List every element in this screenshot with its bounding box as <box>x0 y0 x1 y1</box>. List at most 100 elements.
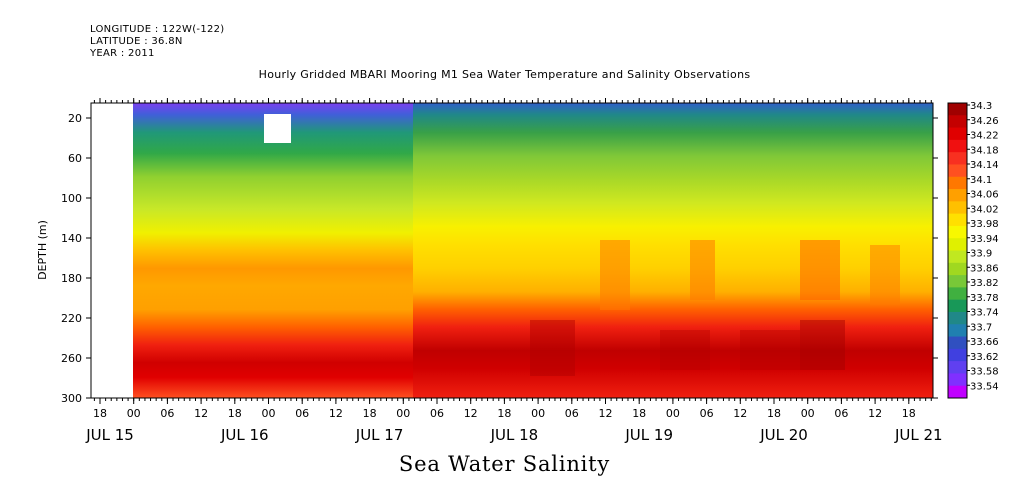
colorbar-label: 33.78 <box>970 293 999 304</box>
colorbar-label: 34.06 <box>970 190 999 201</box>
y-tick-label: 60 <box>68 152 82 165</box>
date-label: JUL 17 <box>355 426 404 444</box>
colorbar-swatch <box>948 361 967 374</box>
y-tick-label: 300 <box>61 392 82 405</box>
orange-intrusion-2 <box>690 240 715 300</box>
x-tick-label: 12 <box>599 407 613 420</box>
y-tick-label: 260 <box>61 352 82 365</box>
x-tick-label: 00 <box>127 407 141 420</box>
colorbar-swatch <box>948 299 967 313</box>
y-tick-label: 20 <box>68 112 82 125</box>
high-salinity-patch-4 <box>800 320 845 370</box>
colorbar-swatch <box>948 348 967 362</box>
x-tick-label: 00 <box>262 407 276 420</box>
colorbar-label: 33.54 <box>970 381 999 392</box>
x-tick-label: 18 <box>228 407 242 420</box>
x-tick-label: 18 <box>902 407 916 420</box>
orange-intrusion-1 <box>600 240 630 310</box>
y-tick-label: 220 <box>61 312 82 325</box>
x-tick-label: 06 <box>834 407 848 420</box>
no-data-region <box>91 103 133 398</box>
colorbar-swatch <box>948 250 967 264</box>
colorbar-label: 33.66 <box>970 337 999 348</box>
colorbar-swatch <box>948 287 967 301</box>
x-tick-label: 12 <box>329 407 343 420</box>
colorbar-label: 33.7 <box>970 322 992 333</box>
colorbar-swatch <box>948 189 967 202</box>
colorbar-swatch <box>948 311 967 325</box>
y-tick-label: 180 <box>61 272 82 285</box>
colorbar-label: 34.1 <box>970 175 992 186</box>
date-label: JUL 16 <box>220 426 269 444</box>
colorbar-swatch <box>948 238 967 251</box>
colorbar-label: 33.82 <box>970 278 999 289</box>
x-tick-label: 06 <box>295 407 309 420</box>
y-axis-label: DEPTH (m) <box>36 220 49 280</box>
longitude-label: LONGITUDE : 122W(-122) <box>90 24 225 35</box>
colorbar-label: 33.94 <box>970 234 999 245</box>
colorbar-swatch <box>948 176 967 190</box>
latitude-label: LATITUDE : 36.8N <box>90 36 183 47</box>
colorbar-label: 33.74 <box>970 308 999 319</box>
colorbar-label: 34.26 <box>970 116 999 127</box>
date-label: JUL 15 <box>85 426 134 444</box>
plot-area <box>90 102 934 399</box>
colorbar-label: 33.86 <box>970 263 999 274</box>
colorbar-swatch <box>948 324 967 338</box>
high-salinity-patch-1 <box>530 320 575 376</box>
colorbar-label: 33.98 <box>970 219 999 230</box>
x-tick-label: 00 <box>801 407 815 420</box>
x-axis-label: Sea Water Salinity <box>398 452 611 476</box>
colorbar-swatch <box>948 275 967 288</box>
y-tick-label: 140 <box>61 232 82 245</box>
x-tick-label: 18 <box>767 407 781 420</box>
x-tick-label: 12 <box>733 407 747 420</box>
x-tick-label: 00 <box>396 407 410 420</box>
colorbar-swatch <box>948 127 967 141</box>
colorbar-label: 33.62 <box>970 352 999 363</box>
colorbar-swatch <box>948 201 967 215</box>
colorbar-frame <box>947 102 968 399</box>
depth-axis: 20 60 100 140 180 220 260 300 <box>61 112 938 405</box>
x-tick-label: 06 <box>700 407 714 420</box>
colorbar-label: 33.58 <box>970 367 999 378</box>
colorbar-swatch <box>948 115 967 129</box>
salinity-field-late <box>413 103 933 398</box>
x-tick-label: 06 <box>430 407 444 420</box>
x-tick-label: 06 <box>160 407 174 420</box>
colorbar-label: 33.9 <box>970 249 992 260</box>
x-tick-label: 12 <box>194 407 208 420</box>
orange-intrusion-3 <box>800 240 840 300</box>
x-tick-label: 00 <box>531 407 545 420</box>
chart-title: Hourly Gridded MBARI Mooring M1 Sea Wate… <box>258 68 751 81</box>
high-salinity-patch-2 <box>660 330 710 370</box>
colorbar-swatch <box>948 213 967 227</box>
date-label: JUL 21 <box>894 426 943 444</box>
colorbar: 34.3 34.26 34.22 34.18 34.14 34.1 34.06 34.02 33… <box>947 101 999 399</box>
colorbar-label: 34.18 <box>970 145 999 156</box>
colorbar-label: 34.22 <box>970 131 999 142</box>
colorbar-label: 34.3 <box>970 101 992 112</box>
colorbar-swatch <box>948 103 967 116</box>
plot-frame <box>90 102 934 399</box>
colorbar-swatch <box>948 336 967 350</box>
colorbar-swatch <box>948 262 967 276</box>
x-tick-label: 18 <box>497 407 511 420</box>
x-tick-label: 12 <box>868 407 882 420</box>
colorbar-label: 34.14 <box>970 160 999 171</box>
colorbar-label: 34.02 <box>970 204 999 215</box>
colorbar-swatch <box>948 139 967 153</box>
x-tick-label: 00 <box>666 407 680 420</box>
date-label: JUL 18 <box>490 426 539 444</box>
missing-data-gap <box>264 114 291 143</box>
orange-intrusion-4 <box>870 245 900 305</box>
date-label: JUL 20 <box>759 426 808 444</box>
colorbar-swatch <box>948 164 967 178</box>
x-tick-label: 18 <box>363 407 377 420</box>
high-salinity-patch-3 <box>740 330 800 370</box>
x-tick-label: 18 <box>632 407 646 420</box>
y-tick-label: 100 <box>61 192 82 205</box>
colorbar-swatch <box>948 225 967 239</box>
colorbar-swatch <box>948 152 967 165</box>
